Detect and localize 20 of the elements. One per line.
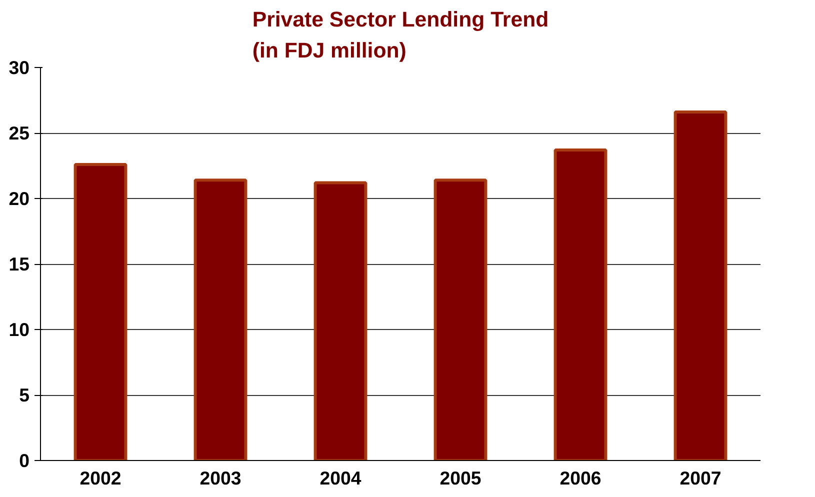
- x-tick-label: 2007: [680, 468, 722, 488]
- bar: [194, 178, 248, 460]
- y-tick-label: 0: [19, 450, 30, 471]
- x-tick-label: 2006: [560, 468, 602, 488]
- chart-title: Private Sector Lending Trend (in FDJ million): [252, 7, 549, 62]
- bar: [434, 178, 488, 460]
- x-tick-label: 2005: [440, 468, 482, 488]
- y-tick-label: 5: [19, 384, 30, 406]
- y-tick-label: 30: [8, 57, 30, 78]
- y-tick-label: 10: [8, 319, 30, 340]
- x-tick-label: 2003: [200, 468, 242, 488]
- y-tick-label: 25: [8, 122, 30, 144]
- bar: [74, 162, 128, 460]
- x-tick-label: 2002: [80, 468, 122, 488]
- bar: [314, 181, 368, 460]
- bar: [554, 148, 608, 460]
- x-tick-label: 2004: [320, 468, 362, 488]
- bar: [674, 110, 728, 460]
- y-tick-label: 20: [8, 188, 30, 209]
- y-tick-label: 15: [8, 254, 30, 274]
